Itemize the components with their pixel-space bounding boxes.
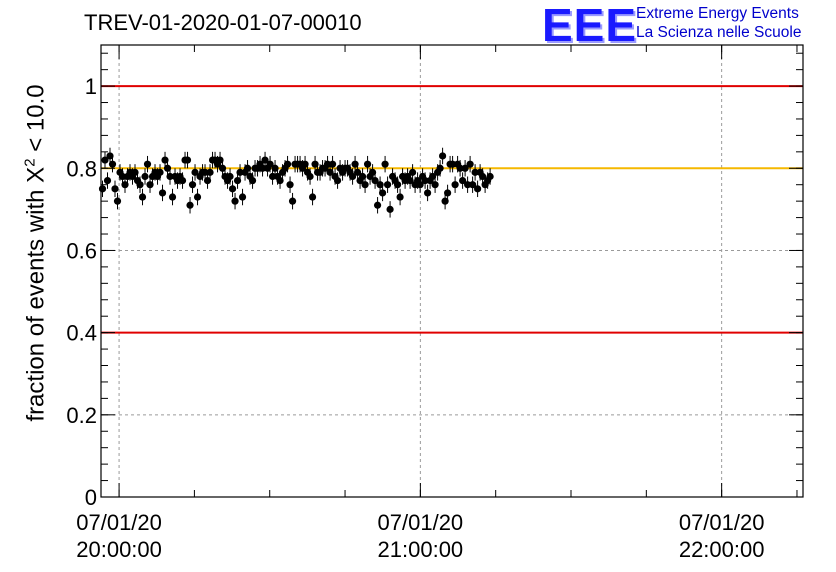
y-tick-label: 0 [85, 485, 97, 510]
y-axis-label-prefix: fraction of events with [23, 183, 50, 422]
data-point [136, 181, 143, 188]
data-point [239, 193, 246, 200]
data-point [194, 193, 201, 200]
data-point [109, 161, 116, 168]
data-point [309, 193, 316, 200]
data-point [141, 173, 148, 180]
data-point [156, 169, 163, 176]
y-axis-label-symbol: X [23, 167, 50, 183]
data-point [444, 189, 451, 196]
y-axis-label-sup: 2 [22, 158, 39, 166]
data-point [424, 189, 431, 196]
data-point [286, 181, 293, 188]
data-point [474, 185, 481, 192]
data-point [284, 161, 291, 168]
y-tick-label: 0.8 [66, 156, 97, 181]
data-point [381, 161, 388, 168]
data-point [104, 177, 111, 184]
data-point [394, 181, 401, 188]
data-point [159, 189, 166, 196]
chart-title: TREV-01-2020-01-07-00010 [84, 10, 362, 36]
y-axis: 0 0.2 0.4 0.6 0.8 1 [66, 53, 803, 510]
data-point [409, 169, 416, 176]
x-tick-date: 07/01/20 [378, 510, 464, 535]
x-tick-date: 07/01/20 [679, 510, 765, 535]
y-tick-label: 1 [85, 74, 97, 99]
x-tick-time: 20:00:00 [76, 537, 162, 562]
data-point [467, 161, 474, 168]
data-point [289, 198, 296, 205]
y-axis-label-suffix: < 10.0 [23, 84, 50, 158]
data-point [361, 181, 368, 188]
data-point [439, 152, 446, 159]
data-point [139, 193, 146, 200]
data-point [186, 202, 193, 209]
reference-lines [101, 86, 803, 333]
data-point [396, 193, 403, 200]
data-point [329, 161, 336, 168]
data-point [144, 161, 151, 168]
data-point [184, 156, 191, 163]
data-point [436, 165, 443, 172]
chart: 00.20.40.60.81 07/01/2020:00:0007/01/202… [0, 0, 836, 572]
data-point [189, 181, 196, 188]
data-point [379, 189, 386, 196]
x-tick-time: 21:00:00 [378, 537, 464, 562]
data-point [99, 185, 106, 192]
grid [101, 45, 803, 497]
logo-line-1: Extreme Energy Events [636, 5, 799, 23]
data-point [206, 169, 213, 176]
logo-mark: EEE [542, 2, 637, 48]
y-tick-label: 0.6 [66, 238, 97, 263]
data-point [364, 161, 371, 168]
data-point [431, 181, 438, 188]
data-point [169, 193, 176, 200]
x-tick-time: 22:00:00 [679, 537, 765, 562]
y-axis-label: fraction of events with X2 < 10.0 [22, 84, 51, 421]
data-point [249, 177, 256, 184]
data-point [111, 185, 118, 192]
data-point [306, 173, 313, 180]
data-point [384, 181, 391, 188]
x-axis: 07/01/2020:00:0007/01/2021:00:0007/01/20… [76, 45, 797, 562]
logo-line-2: La Scienza nelle Scuole [636, 24, 801, 42]
x-tick-date: 07/01/20 [76, 510, 162, 535]
y-tick-label: 0.2 [66, 403, 97, 428]
plot-frame [101, 45, 803, 497]
data-point [231, 198, 238, 205]
data-point [334, 177, 341, 184]
data-point [452, 181, 459, 188]
y-tick-label: 0.4 [66, 321, 97, 346]
data-point [229, 185, 236, 192]
data-points [99, 148, 494, 218]
data-point [386, 206, 393, 213]
eee-logo: EEE Extreme Energy Events La Scienza nel… [542, 2, 832, 46]
data-point [179, 177, 186, 184]
data-point [226, 173, 233, 180]
data-point [374, 202, 381, 209]
data-point [487, 173, 494, 180]
data-point [114, 198, 121, 205]
